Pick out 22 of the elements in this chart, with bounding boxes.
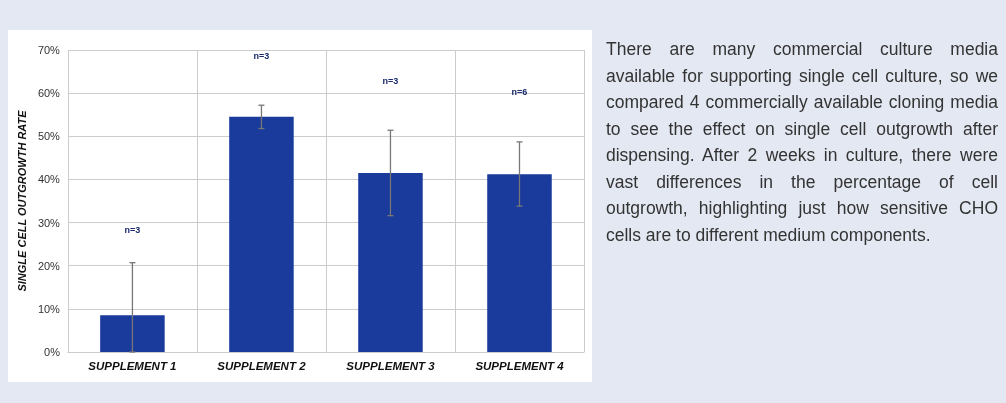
annotation: n=3	[253, 50, 270, 61]
y-tick-label: 20%	[37, 259, 61, 272]
text: There are many commercial culture media available for supporting single cell culture, so we compared 4 commercially available cloning media to see the effect on single cell outgrowth after dispensing. After 2 weeks in culture, there were vast differences in the percentage of cell outgrowth, highlighting just how sensitive CHO cells are to different medium components.	[606, 38, 998, 247]
x-tick-label: SUPPLEMENT 4	[475, 360, 565, 372]
y-tick-label: 70%	[37, 44, 61, 56]
y-tick-label: 30%	[37, 216, 61, 229]
x-tick-label: SUPPLEMENT 3	[346, 360, 436, 372]
y-axis-title: SINGLE CELL OUTGROWTH RATE	[15, 109, 28, 292]
bar	[358, 172, 423, 352]
x-tick-label: SUPPLEMENT 2	[217, 360, 307, 372]
x-tick-label: SUPPLEMENT 1	[88, 360, 177, 372]
y-tick-label: 50%	[37, 130, 61, 143]
bar	[229, 116, 294, 352]
y-tick-label: 60%	[37, 87, 61, 100]
annotation: n=3	[382, 75, 399, 86]
annotation: n=6	[511, 87, 528, 98]
y-tick-label: 40%	[37, 173, 61, 186]
y-tick-label: 10%	[37, 302, 61, 315]
bar	[100, 315, 165, 352]
bar	[487, 174, 552, 352]
y-tick-label: 0%	[44, 346, 61, 358]
annotation: n=3	[124, 225, 141, 236]
